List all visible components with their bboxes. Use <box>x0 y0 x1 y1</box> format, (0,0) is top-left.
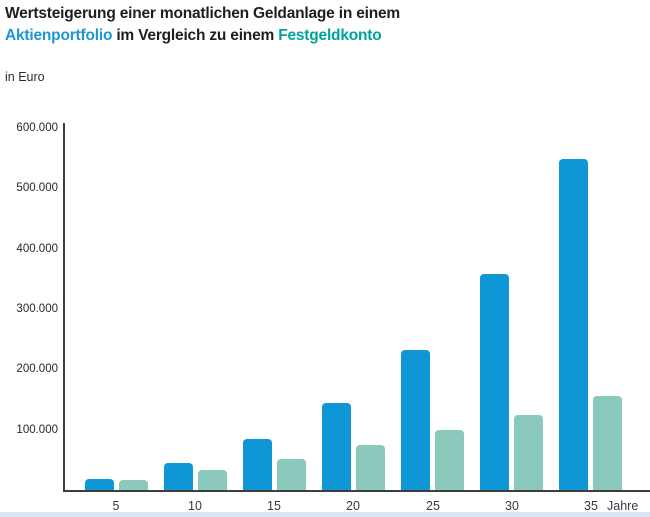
bar-aktienportfolio-10 <box>164 463 193 490</box>
bar-aktienportfolio-30 <box>480 274 509 490</box>
chart-title-line1: Wertsteigerung einer monatlichen Geldanl… <box>5 5 400 22</box>
y-axis-unit-label: in Euro <box>5 70 45 84</box>
title-series-aktienportfolio: Aktienportfolio <box>5 27 113 44</box>
bar-festgeldkonto-20 <box>356 445 385 490</box>
y-tick-label-300000: 300.000 <box>16 303 58 315</box>
chart-title: Wertsteigerung einer monatlichen Geldanl… <box>5 3 400 47</box>
bar-festgeldkonto-25 <box>435 430 464 490</box>
x-tick-label-35: 35 <box>584 499 598 513</box>
x-tick-label-30: 30 <box>505 499 519 513</box>
y-tick-label-200000: 200.000 <box>16 363 58 375</box>
y-axis-line <box>63 123 65 492</box>
x-tick-label-15: 15 <box>267 499 281 513</box>
bar-aktienportfolio-25 <box>401 350 430 490</box>
bottom-strip <box>0 512 650 517</box>
bar-aktienportfolio-20 <box>322 403 351 490</box>
y-tick-label-600000: 600.000 <box>16 122 58 134</box>
bar-aktienportfolio-15 <box>243 439 272 490</box>
y-tick-label-400000: 400.000 <box>16 243 58 255</box>
bar-festgeldkonto-30 <box>514 415 543 490</box>
title-middle-text: im Vergleich zu einem <box>112 27 279 44</box>
x-tick-label-25: 25 <box>426 499 440 513</box>
bar-festgeldkonto-5 <box>119 480 148 490</box>
chart-title-line2: Aktienportfolio im Vergleich zu einem Fe… <box>5 25 400 47</box>
x-tick-label-20: 20 <box>346 499 360 513</box>
bar-festgeldkonto-35 <box>593 396 622 490</box>
title-series-festgeldkonto: Festgeldkonto <box>278 27 382 44</box>
x-axis-suffix-label: Jahre <box>607 499 639 513</box>
x-tick-label-10: 10 <box>188 499 202 513</box>
x-tick-label-5: 5 <box>112 499 120 513</box>
bar-aktienportfolio-35 <box>559 159 588 490</box>
bar-festgeldkonto-15 <box>277 459 306 490</box>
bar-aktienportfolio-5 <box>85 479 114 490</box>
x-axis-line <box>63 490 650 492</box>
y-tick-label-100000: 100.000 <box>16 424 58 436</box>
bar-festgeldkonto-10 <box>198 470 227 490</box>
y-tick-label-500000: 500.000 <box>16 182 58 194</box>
